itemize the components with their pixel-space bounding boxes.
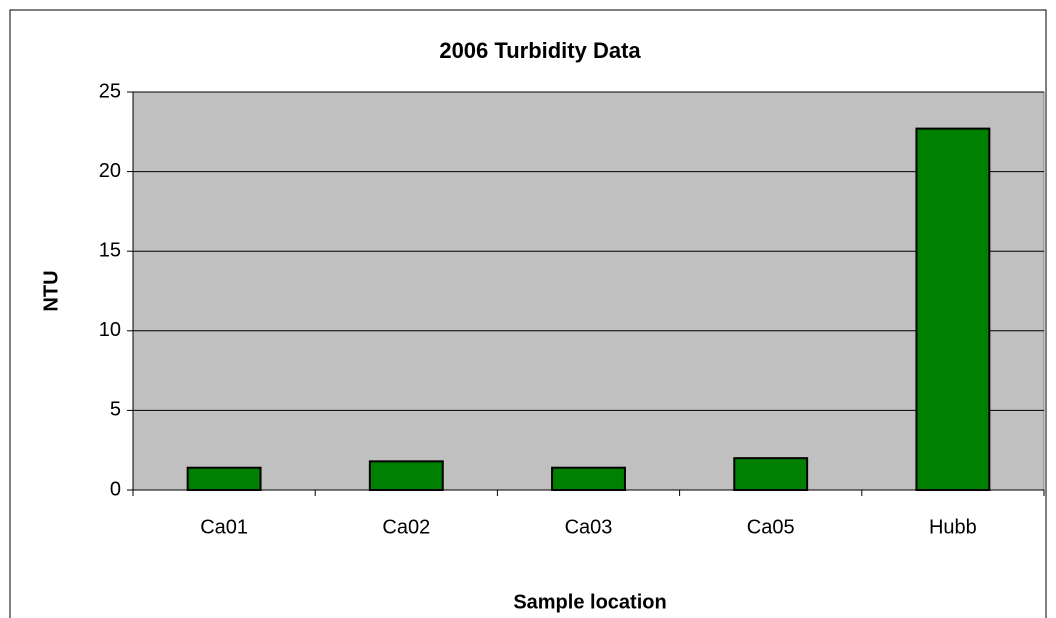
x-axis-label: Sample location (513, 591, 666, 613)
y-tick-label: 15 (99, 239, 121, 261)
bar (915, 127, 991, 491)
y-axis-label: NTU (40, 270, 62, 311)
y-tick-label: 10 (99, 319, 121, 341)
x-tick-label: Ca02 (382, 516, 430, 538)
x-tick-label: Ca05 (747, 516, 795, 538)
bar (733, 457, 809, 492)
y-tick-label: 20 (99, 160, 121, 182)
y-tick-label: 5 (110, 399, 121, 421)
x-tick-label: Ca03 (565, 516, 613, 538)
bar (186, 466, 262, 492)
x-tick-label: Ca01 (200, 516, 248, 538)
y-tick-label: 25 (99, 80, 121, 102)
x-tick-label: Hubb (929, 516, 977, 538)
plot-area (132, 91, 1045, 491)
chart-border (9, 9, 1047, 618)
y-tick-label: 0 (110, 478, 121, 500)
bar (368, 460, 444, 491)
chart-title: 2006 Turbidity Data (439, 38, 641, 63)
bar (551, 466, 626, 492)
